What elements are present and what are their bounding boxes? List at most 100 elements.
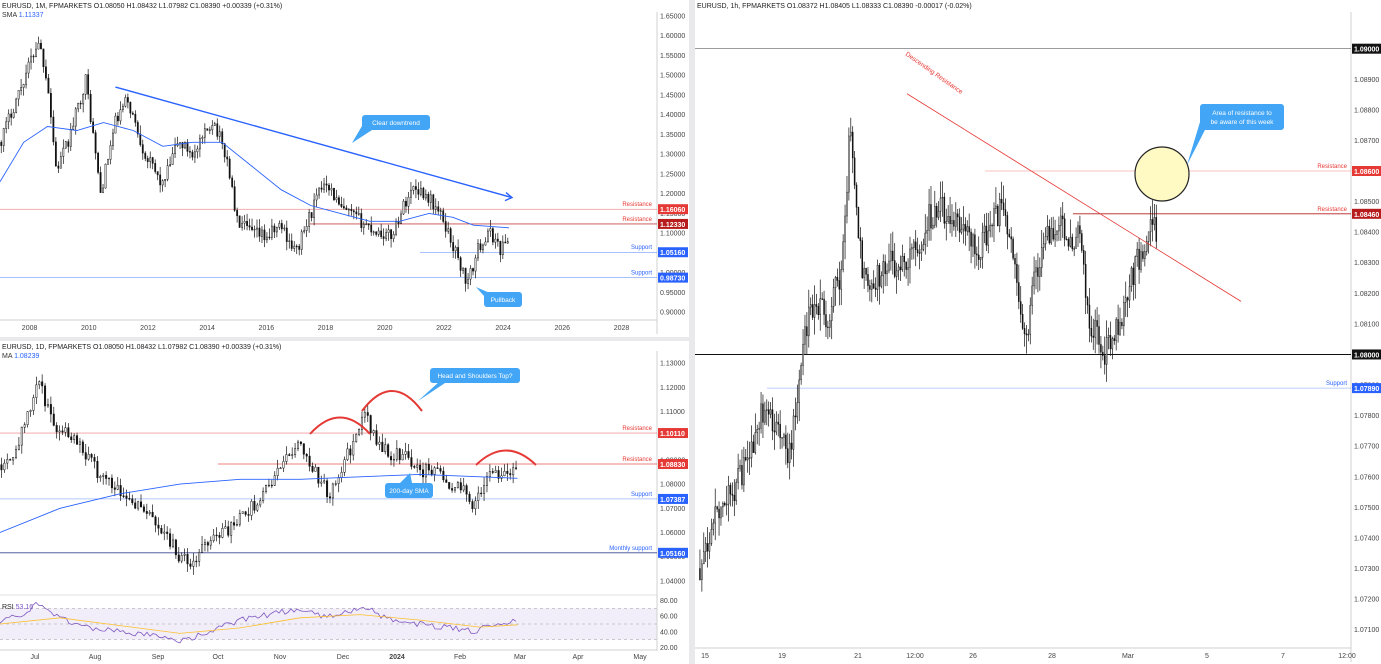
candle-body — [712, 522, 715, 530]
candle-body — [233, 186, 236, 211]
candle-body — [285, 227, 288, 242]
candle-body — [477, 492, 480, 502]
candle-body — [811, 304, 814, 318]
candle-body — [1021, 314, 1024, 329]
candle-body — [462, 485, 465, 491]
candle-body — [1006, 215, 1009, 235]
candle-body — [808, 306, 810, 337]
candle-body — [294, 448, 297, 455]
candle-body — [884, 261, 886, 275]
candle-body — [266, 236, 268, 241]
y-tick-label: 1.08400 — [1354, 230, 1379, 237]
candle-body — [506, 241, 509, 244]
candle-body — [136, 122, 139, 135]
candle-body — [796, 402, 799, 418]
panel-divider-vertical[interactable] — [689, 0, 695, 664]
rsi-y-tick: 20.00 — [660, 645, 678, 652]
daily-chart-panel[interactable]: EURUSD, 1D, FPMARKETS O1.08050 H1.08432 … — [0, 341, 689, 664]
candle-body — [1061, 215, 1064, 220]
candle-body — [427, 463, 430, 471]
candle-body — [407, 451, 410, 458]
monthly-chart-svg[interactable]: 1.65000 1.60000 1.55000 1.50000 1.45000 1.400… — [0, 0, 689, 337]
y-tick-label: 1.45000 — [660, 92, 685, 99]
candle-body — [1012, 238, 1014, 259]
daily-legend: EURUSD, 1D, FPMARKETS O1.08050 H1.08432 … — [2, 343, 281, 361]
candle-body — [57, 165, 60, 169]
candle-body — [119, 485, 122, 497]
daily-chart-svg[interactable]: 1.130001.120001.110001.100001.090001.080… — [0, 341, 689, 664]
candle-body — [474, 500, 477, 510]
candle-body — [52, 116, 55, 143]
candle-body — [238, 513, 241, 525]
candle-body — [30, 55, 32, 63]
candle-body — [859, 237, 862, 241]
callout-pullback-text: Pullback — [491, 297, 516, 304]
x-tick-label: 2012 — [140, 325, 156, 332]
x-tick-label: 15 — [701, 653, 709, 660]
candle-body — [745, 457, 747, 461]
candle-body — [345, 207, 348, 210]
candle-body — [1039, 267, 1041, 277]
candle-body — [937, 210, 940, 218]
candle-body — [1140, 251, 1142, 270]
candle-body — [62, 147, 65, 157]
candle-body — [337, 477, 340, 484]
candle-body — [924, 232, 927, 245]
candle-body — [392, 459, 395, 461]
candle-body — [850, 131, 852, 137]
candle-body — [997, 205, 999, 227]
candle-body — [485, 476, 488, 486]
candle-body — [191, 151, 194, 158]
x-tick-label: 2020 — [377, 325, 393, 332]
candle-body — [96, 461, 99, 479]
candle-body — [434, 206, 437, 210]
candle-body — [268, 236, 271, 239]
panel-divider-horizontal[interactable] — [0, 337, 689, 341]
hourly-chart-svg[interactable]: 1.09000 1.08900 1.08800 1.08700 1.08600 1.085… — [695, 0, 1381, 664]
candle-body — [250, 501, 253, 516]
candle-body — [149, 157, 152, 162]
rsi-legend: RSI 53.16 — [2, 604, 34, 611]
candle-body — [99, 172, 102, 193]
candle-body — [166, 165, 169, 180]
candle-body — [180, 555, 183, 562]
candle-body — [788, 442, 791, 464]
candle-body — [378, 441, 381, 445]
candle-body — [1046, 225, 1049, 237]
candle-body — [1111, 338, 1114, 350]
candle-body — [456, 482, 459, 488]
callout-sma — [385, 483, 433, 498]
candle-body — [432, 194, 435, 210]
candle-body — [201, 136, 204, 139]
candle-body — [926, 230, 928, 234]
candle-body — [195, 560, 198, 563]
x-tick-label: 12:00 — [1338, 653, 1356, 660]
candle-body — [725, 503, 728, 506]
candle-body — [806, 326, 808, 337]
candle-body — [233, 522, 236, 526]
candle-body — [213, 123, 216, 126]
candle-body — [73, 435, 76, 440]
candle-body — [964, 224, 967, 232]
y-tick-label: 1.40000 — [660, 112, 685, 119]
candle-body — [261, 229, 263, 237]
candle-body — [823, 298, 825, 315]
rsi-y-tick: 80.00 — [660, 598, 678, 605]
candle-body — [708, 543, 711, 552]
candle-body — [362, 223, 365, 228]
candle-body — [871, 283, 873, 290]
hourly-price-label: 1.07890 — [1354, 386, 1379, 393]
monthly-chart-panel[interactable]: EURUSD, 1M, FPMARKETS O1.08050 H1.08432 … — [0, 0, 689, 337]
y-tick-label: 1.20000 — [660, 191, 685, 198]
downtrend-line — [115, 86, 513, 199]
candle-body — [107, 159, 109, 165]
candle-body — [99, 476, 102, 479]
candle-body — [134, 502, 137, 509]
candle-body — [496, 238, 499, 242]
hourly-chart-panel[interactable]: EURUSD, 1h, FPMARKETS O1.08372 H1.08405 … — [695, 0, 1381, 664]
candle-body — [50, 92, 52, 118]
candle-body — [2, 128, 5, 146]
candle-body — [762, 403, 764, 423]
candle-body — [494, 470, 497, 473]
candle-body — [401, 454, 404, 461]
